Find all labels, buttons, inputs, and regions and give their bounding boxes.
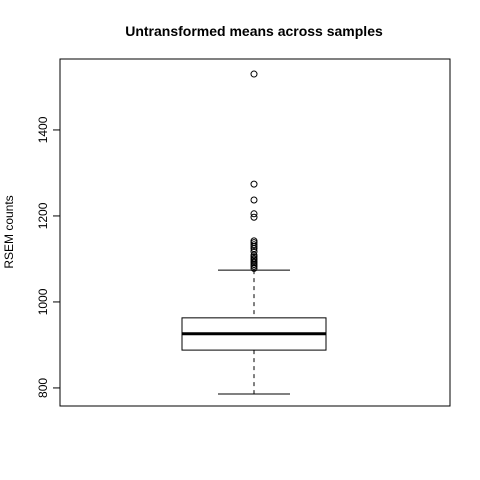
outlier-point <box>250 237 258 245</box>
chart-title: Untransformed means across samples <box>125 23 383 39</box>
outlier-point <box>250 241 258 249</box>
outlier-point <box>250 210 258 218</box>
plot-frame <box>59 58 451 407</box>
y-tick-label: 1200 <box>36 202 50 229</box>
y-axis-label: RSEM counts <box>2 195 16 268</box>
y-tick-label: 1000 <box>36 288 50 315</box>
y-tick-label: 1400 <box>36 116 50 143</box>
outlier-point <box>250 213 258 221</box>
y-tick-label: 800 <box>36 378 50 398</box>
outlier-point <box>250 196 258 204</box>
outlier-point <box>250 70 258 78</box>
y-axis: 800 1000 1200 1400 <box>36 116 61 398</box>
box-group <box>181 70 327 395</box>
outlier-point <box>250 248 258 256</box>
outlier-point <box>250 180 258 188</box>
